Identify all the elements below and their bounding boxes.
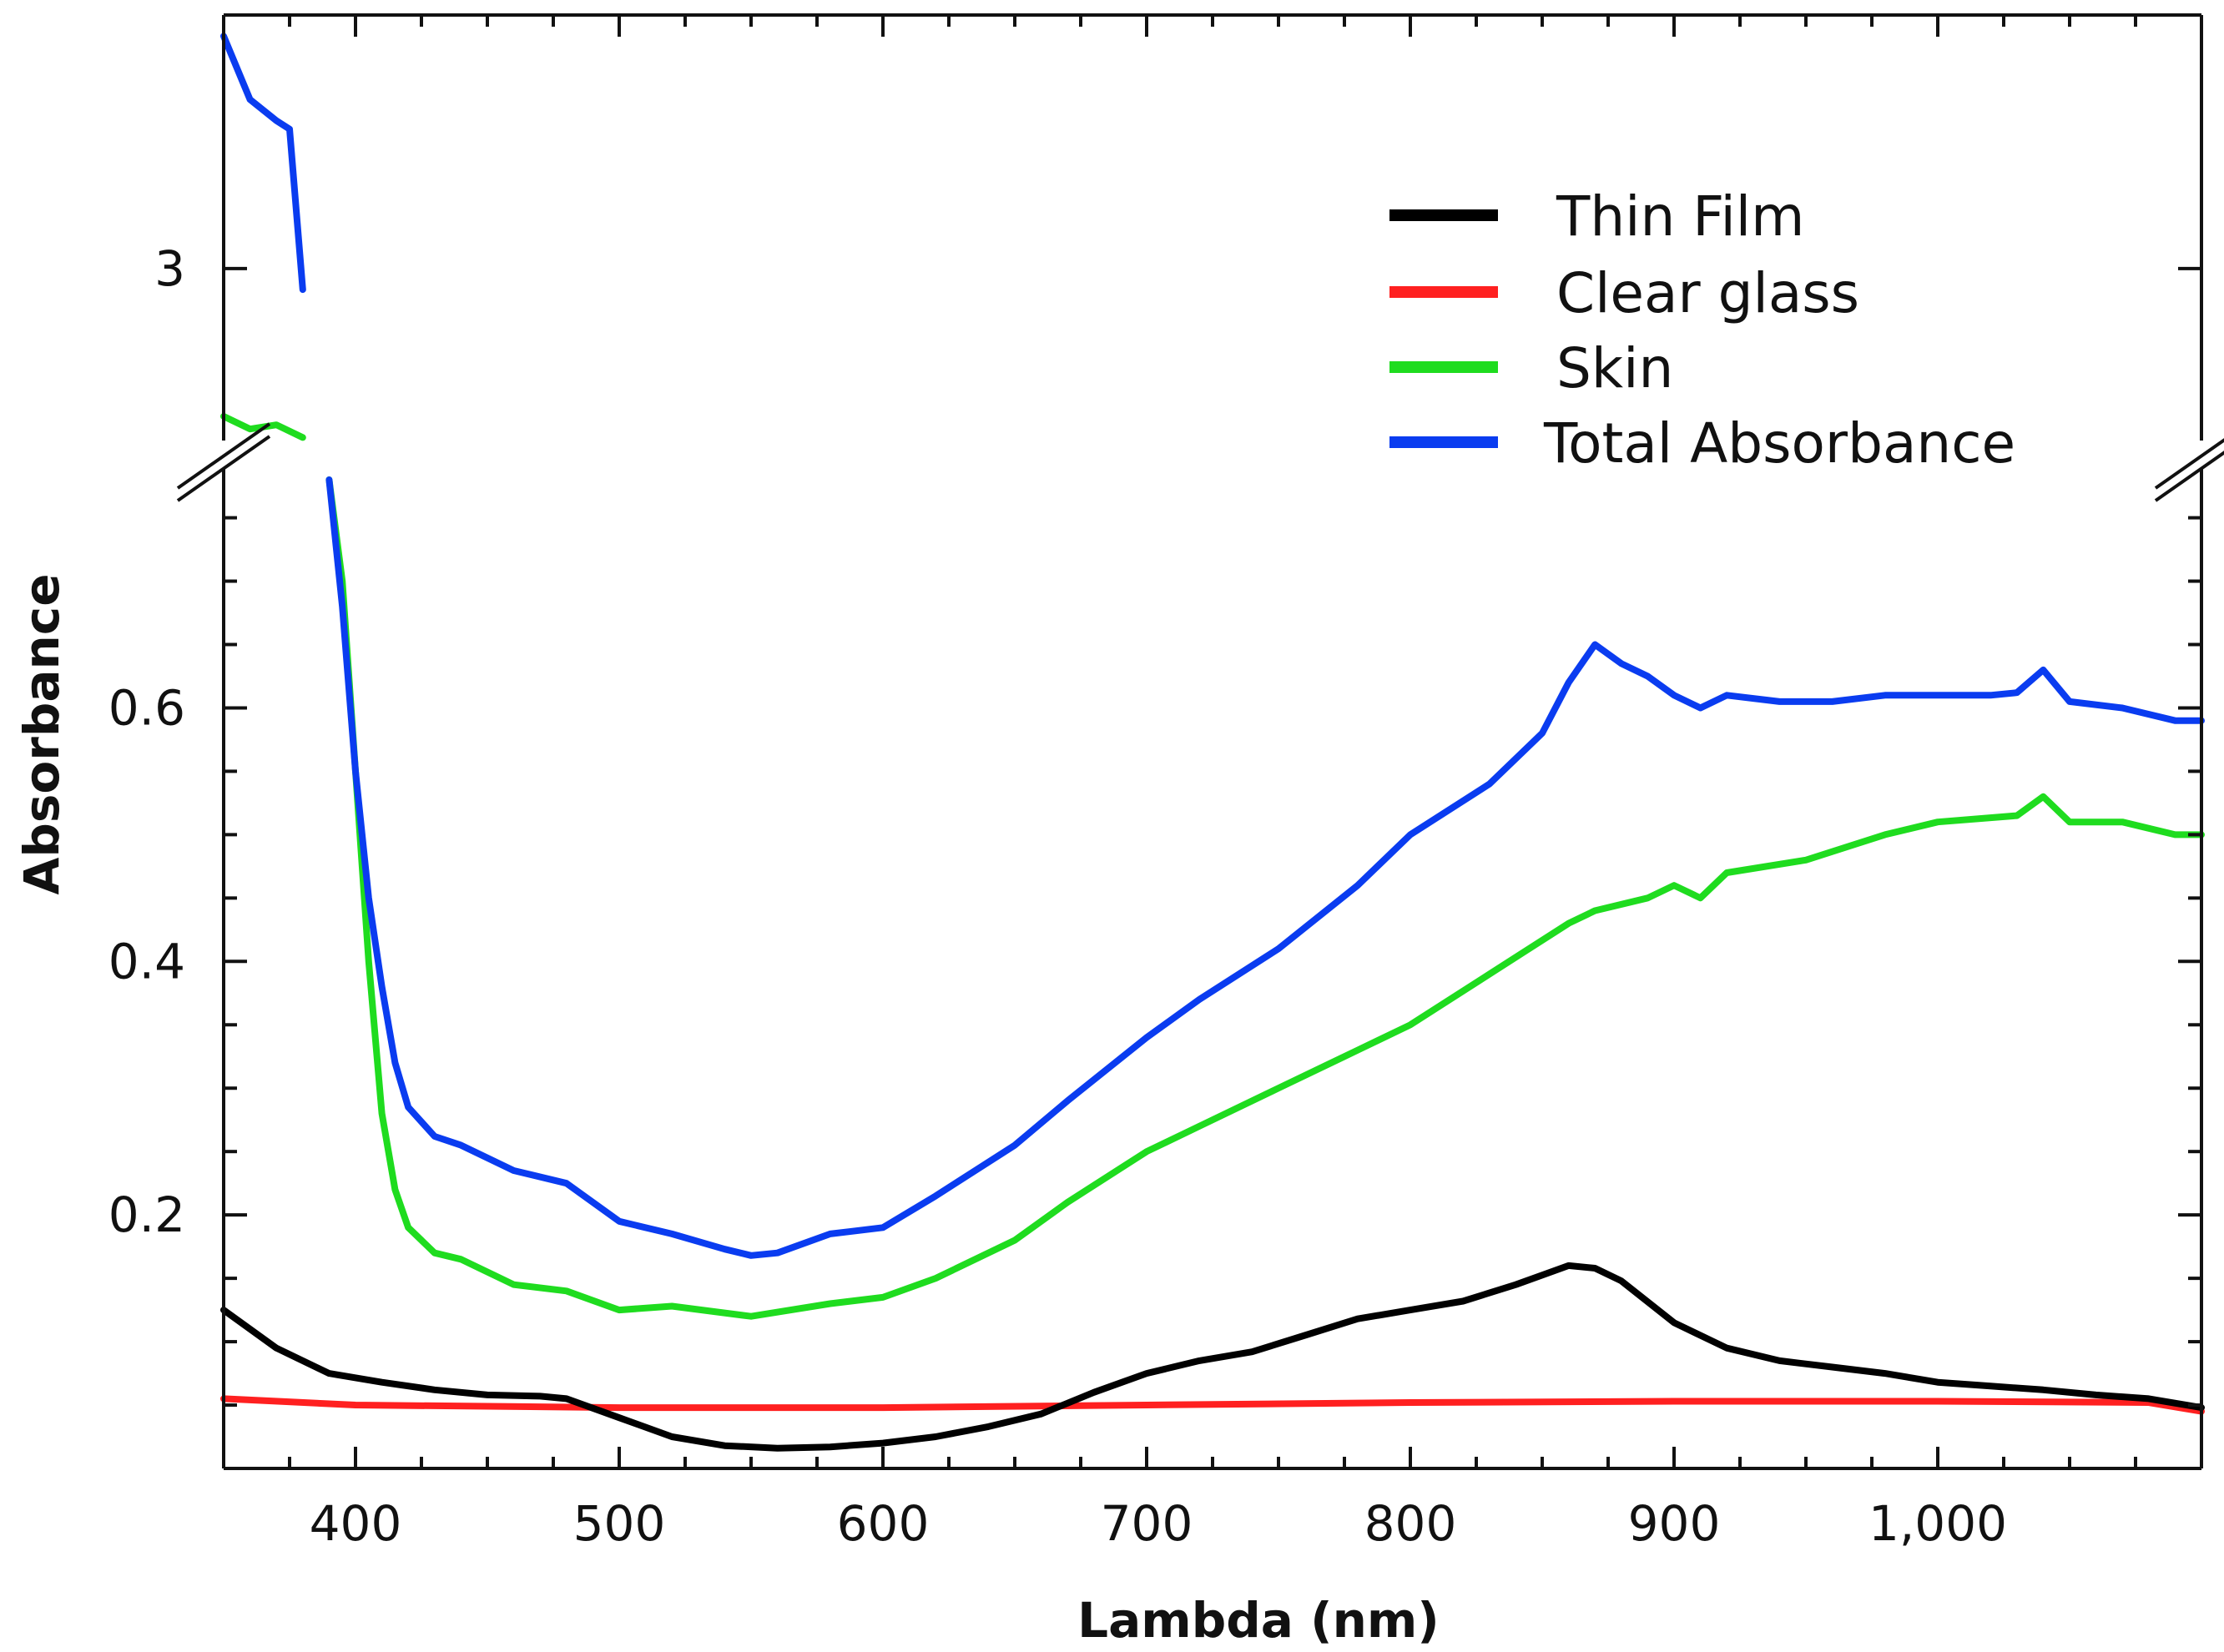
- series-line-clear-glass: [220, 1395, 2205, 1415]
- x-tick-label-700: 700: [1101, 1495, 1193, 1552]
- axis-break-mark-right-1: [2154, 438, 2224, 490]
- axis-break-mark-left-2: [176, 435, 271, 502]
- legend-label-clear-glass: Clear glass: [1556, 261, 1859, 325]
- axis-break-mark-right-2: [2154, 451, 2224, 502]
- x-tick-label-1000: 1,000: [1868, 1495, 2007, 1552]
- series-line-total-absorbance-part-2: [325, 476, 2205, 1259]
- tick-labels: 400 500 600 700 800 900 1,000 0.2 0.4 0.6 3: [108, 240, 2007, 1552]
- y-tick-label-3: 3: [154, 240, 185, 297]
- x-tick-label-800: 800: [1364, 1495, 1457, 1552]
- x-axis-title: Lambda (nm): [1077, 1592, 1440, 1649]
- x-tick-label-900: 900: [1628, 1495, 1721, 1552]
- legend-label-total-absorbance: Total Absorbance: [1543, 411, 2015, 476]
- x-tick-label-500: 500: [573, 1495, 666, 1552]
- x-tick-label-400: 400: [310, 1495, 402, 1552]
- series-line-total-absorbance: [220, 33, 306, 294]
- axis-break-mark-left-1: [176, 422, 271, 490]
- series-line-skin-part-2: [325, 476, 2205, 1320]
- y-tick-label-0.6: 0.6: [108, 679, 185, 736]
- plot-lines: [220, 33, 2205, 1452]
- legend-label-skin: Skin: [1556, 336, 1673, 400]
- series-line-thin-film: [220, 1262, 2205, 1452]
- legend-label-thin-film: Thin Film: [1556, 184, 1804, 249]
- y-tick-label-0.4: 0.4: [108, 933, 185, 990]
- x-tick-label-600: 600: [837, 1495, 930, 1552]
- legend: Thin Film Clear glass Skin Total Absorba…: [1389, 184, 2015, 476]
- ticks: [222, 15, 2203, 1468]
- y-axis-title: Absorbance: [13, 573, 70, 894]
- y-tick-label-0.2: 0.2: [108, 1186, 185, 1243]
